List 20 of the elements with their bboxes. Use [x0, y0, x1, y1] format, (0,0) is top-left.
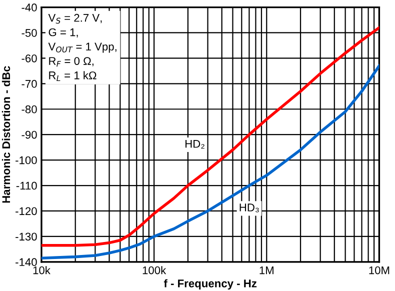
- y-tick-label: -100: [16, 156, 37, 164]
- y-tick-label: -110: [16, 182, 37, 190]
- x-tick-label: 10k: [33, 266, 50, 274]
- y-tick-label: -130: [16, 232, 37, 241]
- y-tick-label: -70: [22, 80, 37, 88]
- y-tick-label: -120: [16, 207, 37, 216]
- y-tick-label: -90: [22, 130, 37, 139]
- text: V$_{S}$ = 2.7 V, G = 1, V$_{OUT}$ = 1 Vpp, R$_{F}$ = 0 Ω, R$_{L}$ = 1 kΩ: [48, 14, 116, 82]
- annotation: HD₃: [240, 204, 259, 212]
- x-axis-title: f - Frequency - Hz: [164, 279, 257, 290]
- y-tick-label: -40: [22, 4, 37, 12]
- y-tick-label: -80: [22, 105, 37, 114]
- x-tick-label: 10M: [369, 266, 390, 274]
- y-tick-label: -60: [22, 54, 37, 62]
- x-tick-label: 100k: [142, 266, 166, 274]
- x-tick-label: 1M: [260, 266, 274, 274]
- y-tick-label: -140: [16, 258, 37, 266]
- annotation: HD₂: [186, 140, 204, 149]
- y-axis-title: Harmonic Distortion - dBc: [2, 66, 10, 203]
- y-tick-label: -50: [22, 29, 37, 37]
